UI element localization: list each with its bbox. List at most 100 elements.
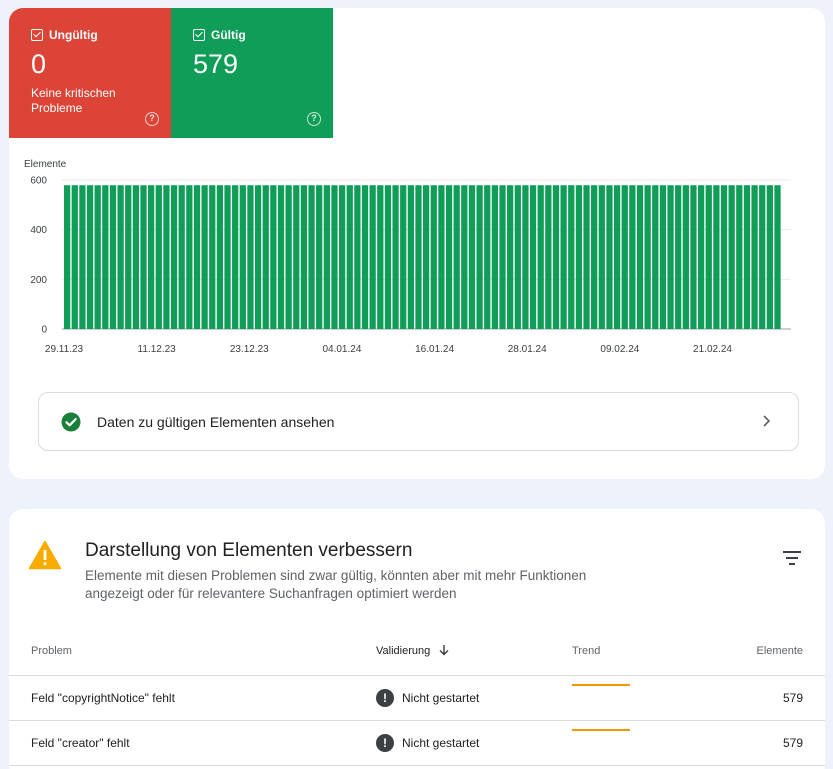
bar[interactable] xyxy=(499,185,505,329)
bar[interactable] xyxy=(721,185,727,329)
bar[interactable] xyxy=(560,185,566,329)
column-header-validation[interactable]: Validierung xyxy=(354,627,550,675)
column-header-trend[interactable]: Trend xyxy=(550,627,700,675)
bar[interactable] xyxy=(751,185,757,329)
column-header-count[interactable]: Elemente xyxy=(700,627,825,675)
bar[interactable] xyxy=(438,185,444,329)
bar[interactable] xyxy=(408,185,414,329)
bar[interactable] xyxy=(247,185,253,329)
help-icon[interactable]: ? xyxy=(307,112,321,126)
bar[interactable] xyxy=(675,185,681,329)
bar[interactable] xyxy=(171,185,177,329)
bar[interactable] xyxy=(476,185,482,329)
bar[interactable] xyxy=(110,185,116,329)
bar[interactable] xyxy=(217,185,223,329)
bar[interactable] xyxy=(148,185,154,329)
bar[interactable] xyxy=(347,185,353,329)
bar[interactable] xyxy=(423,185,429,329)
bar[interactable] xyxy=(645,185,651,329)
bar[interactable] xyxy=(652,185,658,329)
bar[interactable] xyxy=(194,185,200,329)
valid-tile[interactable]: Gültig 579 ? xyxy=(171,8,333,138)
bar[interactable] xyxy=(209,185,215,329)
bar[interactable] xyxy=(362,185,368,329)
bar[interactable] xyxy=(224,185,230,329)
bar[interactable] xyxy=(713,185,719,329)
bar[interactable] xyxy=(568,185,574,329)
bar[interactable] xyxy=(179,185,185,329)
bar[interactable] xyxy=(599,185,605,329)
bar[interactable] xyxy=(117,185,123,329)
bar[interactable] xyxy=(484,185,490,329)
bar[interactable] xyxy=(240,185,246,329)
bar[interactable] xyxy=(156,185,162,329)
bar[interactable] xyxy=(683,185,689,329)
bar[interactable] xyxy=(774,185,780,329)
bar[interactable] xyxy=(431,185,437,329)
bar[interactable] xyxy=(622,185,628,329)
bar[interactable] xyxy=(461,185,467,329)
bar[interactable] xyxy=(255,185,261,329)
bar[interactable] xyxy=(87,185,93,329)
bar[interactable] xyxy=(706,185,712,329)
bar[interactable] xyxy=(95,185,101,329)
bar[interactable] xyxy=(377,185,383,329)
bar[interactable] xyxy=(767,185,773,329)
bar[interactable] xyxy=(263,185,269,329)
bar[interactable] xyxy=(392,185,398,329)
bar[interactable] xyxy=(522,185,528,329)
bar[interactable] xyxy=(698,185,704,329)
bar[interactable] xyxy=(370,185,376,329)
bar[interactable] xyxy=(614,185,620,329)
table-row[interactable]: Feld "creator" fehlt ! Nicht gestartet 5… xyxy=(9,720,825,765)
bar[interactable] xyxy=(530,185,536,329)
bar[interactable] xyxy=(545,185,551,329)
bar[interactable] xyxy=(201,185,207,329)
bar[interactable] xyxy=(133,185,139,329)
bar[interactable] xyxy=(515,185,521,329)
bar[interactable] xyxy=(278,185,284,329)
bar[interactable] xyxy=(729,185,735,329)
view-valid-items-link[interactable]: Daten zu gültigen Elementen ansehen xyxy=(38,392,799,451)
table-row[interactable]: Feld "copyrightNotice" fehlt ! Nicht ges… xyxy=(9,675,825,720)
bar[interactable] xyxy=(576,185,582,329)
bar[interactable] xyxy=(591,185,597,329)
bar[interactable] xyxy=(629,185,635,329)
bar[interactable] xyxy=(79,185,85,329)
bar[interactable] xyxy=(232,185,238,329)
bar[interactable] xyxy=(331,185,337,329)
bar[interactable] xyxy=(125,185,131,329)
bar[interactable] xyxy=(660,185,666,329)
bar[interactable] xyxy=(400,185,406,329)
filter-icon[interactable] xyxy=(783,551,801,565)
bar[interactable] xyxy=(454,185,460,329)
bar[interactable] xyxy=(690,185,696,329)
bar[interactable] xyxy=(286,185,292,329)
bar[interactable] xyxy=(270,185,276,329)
bar[interactable] xyxy=(637,185,643,329)
bar[interactable] xyxy=(492,185,498,329)
bar[interactable] xyxy=(316,185,322,329)
bar[interactable] xyxy=(163,185,169,329)
bar[interactable] xyxy=(538,185,544,329)
bar[interactable] xyxy=(469,185,475,329)
bar[interactable] xyxy=(102,185,108,329)
help-icon[interactable]: ? xyxy=(145,112,159,126)
column-header-problem[interactable]: Problem xyxy=(9,627,354,675)
invalid-tile[interactable]: Ungültig 0 Keine kritischen Probleme ? xyxy=(9,8,171,138)
bar[interactable] xyxy=(301,185,307,329)
bar[interactable] xyxy=(446,185,452,329)
bar[interactable] xyxy=(736,185,742,329)
bar[interactable] xyxy=(744,185,750,329)
bar[interactable] xyxy=(507,185,513,329)
bar[interactable] xyxy=(64,185,70,329)
bar[interactable] xyxy=(606,185,612,329)
bar[interactable] xyxy=(339,185,345,329)
bar[interactable] xyxy=(415,185,421,329)
bar[interactable] xyxy=(324,185,330,329)
bar[interactable] xyxy=(583,185,589,329)
bar[interactable] xyxy=(72,185,78,329)
bar[interactable] xyxy=(553,185,559,329)
bar[interactable] xyxy=(667,185,673,329)
bar[interactable] xyxy=(354,185,360,329)
